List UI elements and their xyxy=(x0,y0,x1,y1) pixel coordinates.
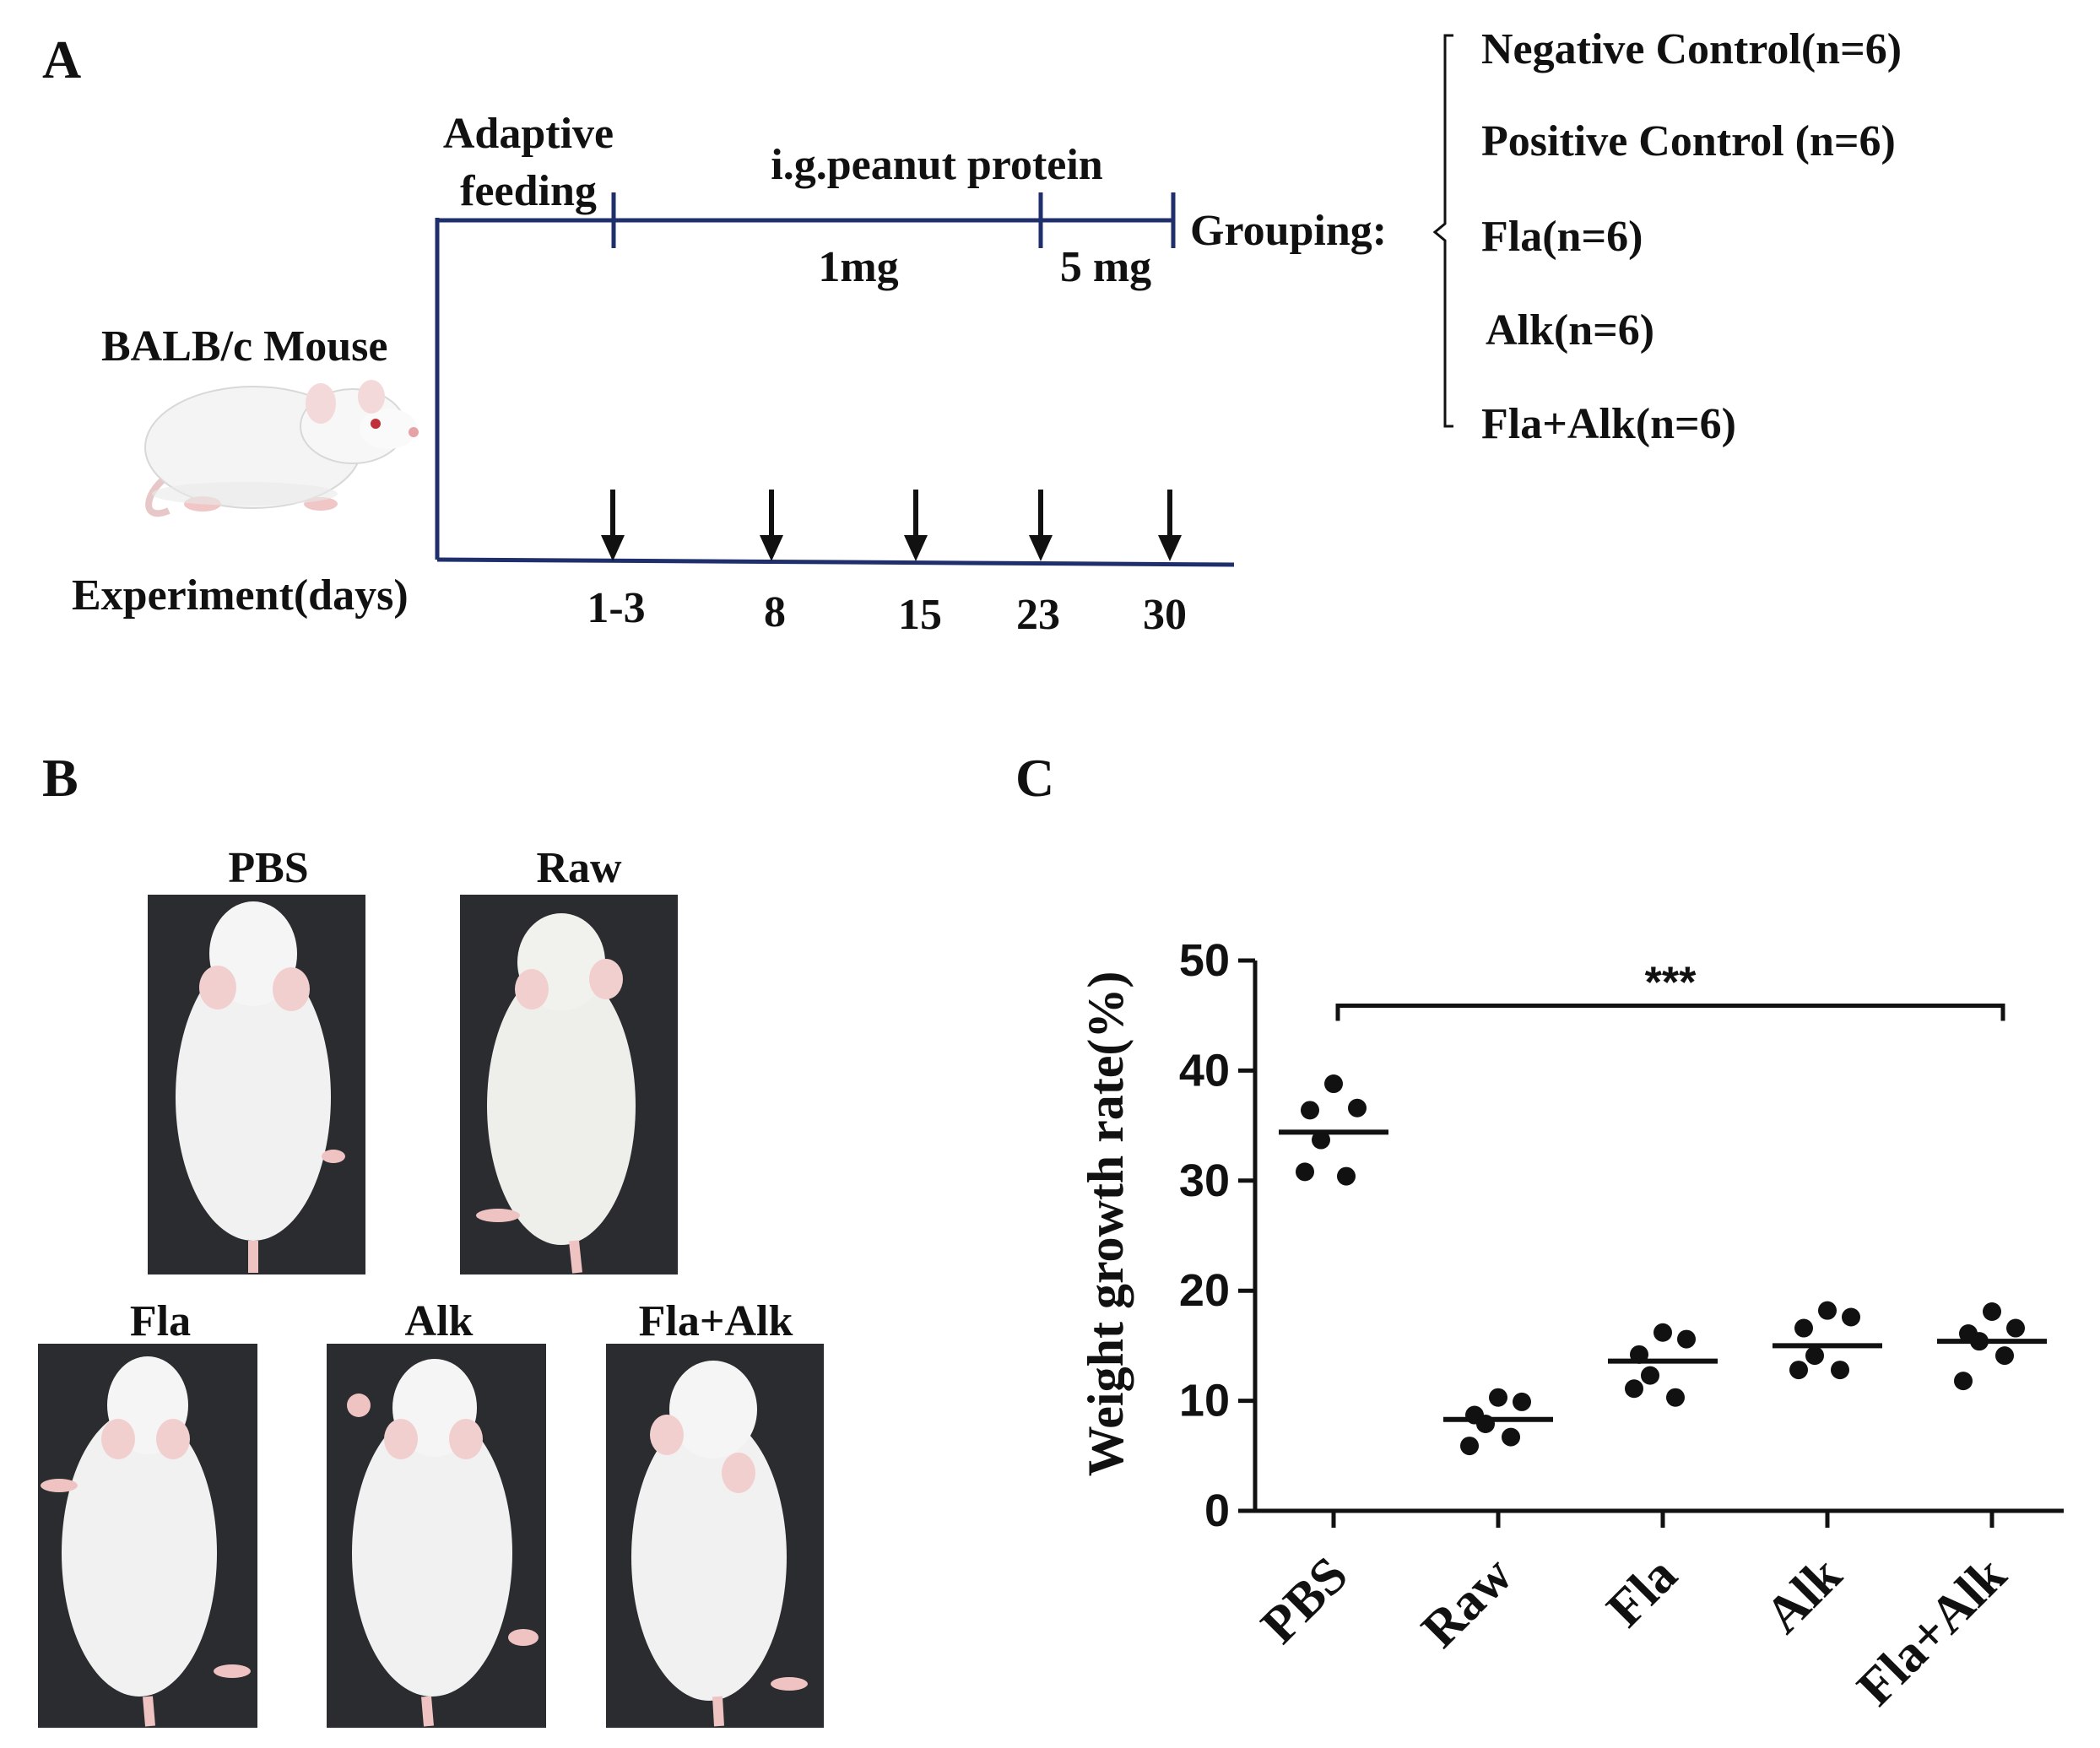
data-point xyxy=(1337,1166,1356,1186)
data-point xyxy=(1502,1427,1520,1447)
data-point xyxy=(1489,1388,1507,1407)
data-point xyxy=(1805,1346,1824,1366)
x-tick-label: PBS xyxy=(1250,1546,1358,1654)
experiment-days-label: Experiment(days) xyxy=(72,571,409,620)
data-point xyxy=(1513,1392,1531,1411)
day-label: 8 xyxy=(764,588,786,636)
data-point xyxy=(1641,1366,1659,1385)
photo-label: Raw xyxy=(536,844,622,892)
arrow-down-icon xyxy=(760,490,783,561)
mouse-illustration xyxy=(144,380,419,517)
data-point xyxy=(2006,1318,2025,1338)
y-tick-label: 30 xyxy=(1179,1155,1230,1206)
day-label: 1-3 xyxy=(587,584,645,632)
x-tick-label: Fla xyxy=(1596,1546,1688,1638)
x-tick-label: Raw xyxy=(1411,1546,1524,1659)
arrow-down-icon xyxy=(1158,490,1182,561)
time-arrows xyxy=(601,490,1182,561)
panel-a-letter: A xyxy=(42,30,81,89)
day-label: 23 xyxy=(1016,591,1060,639)
grouping-label: Grouping: xyxy=(1190,207,1387,255)
mouse-photo xyxy=(327,1344,546,1728)
panel-b: B PBS Raw Fla Alk Fla+Alk xyxy=(38,748,824,1728)
y-tick-label: 40 xyxy=(1179,1045,1230,1096)
data-point xyxy=(1794,1318,1813,1338)
group-label: Negative Control(n=6) xyxy=(1481,25,1902,73)
mouse-photo xyxy=(606,1344,824,1728)
data-point xyxy=(1831,1361,1849,1380)
arrow-down-icon xyxy=(904,490,928,561)
significance-bracket xyxy=(1335,1003,2005,1021)
lower-timeline-line xyxy=(436,557,1235,567)
data-point xyxy=(1666,1388,1685,1407)
y-tick-label: 50 xyxy=(1179,935,1230,986)
data-point xyxy=(1653,1323,1672,1342)
photo-label: Fla xyxy=(130,1297,191,1345)
y-tick-label: 10 xyxy=(1179,1376,1230,1426)
data-point xyxy=(1983,1302,2001,1321)
adaptive-feeding-line1: Adaptive xyxy=(443,110,614,158)
data-point xyxy=(1460,1437,1479,1456)
data-point xyxy=(1312,1130,1330,1150)
dose-1mg-label: 1mg xyxy=(818,243,898,291)
photo-label: PBS xyxy=(228,844,308,892)
arrow-down-icon xyxy=(1029,490,1053,561)
adaptive-feeding-line2: feeding xyxy=(460,167,597,215)
ig-peanut-protein-label: i.g.peanut protein xyxy=(771,141,1103,189)
photo-label: Alk xyxy=(405,1297,474,1345)
x-tick-label: Alk xyxy=(1755,1545,1854,1644)
panel-c-letter: C xyxy=(1015,748,1054,808)
panel-c: C Weight growth rate(%) 0 10 20 30 40 50 PBS Ra… xyxy=(1015,748,2064,1717)
significance-label: *** xyxy=(1645,958,1697,1007)
day-label: 30 xyxy=(1143,591,1187,639)
mouse-strain-label: BALB/c Mouse xyxy=(101,322,387,371)
day-label: 15 xyxy=(898,591,942,639)
data-point xyxy=(1789,1361,1808,1380)
data-point xyxy=(1348,1098,1367,1118)
mouse-photo xyxy=(38,1344,257,1728)
dose-5mg-label: 5 mg xyxy=(1060,243,1151,291)
x-tick-label: Fla+Alk xyxy=(1847,1545,2018,1717)
grouping-brace xyxy=(1432,34,1453,428)
photo-label: Fla+Alk xyxy=(639,1297,793,1345)
data-point xyxy=(1995,1346,2014,1366)
data-point xyxy=(1296,1162,1314,1182)
data-point xyxy=(1954,1372,1973,1391)
data-point xyxy=(1625,1379,1643,1399)
group-label: Positive Control (n=6) xyxy=(1481,117,1896,165)
panel-b-letter: B xyxy=(42,748,78,808)
group-label: Fla+Alk(n=6) xyxy=(1481,400,1736,448)
data-point xyxy=(1301,1101,1319,1120)
panel-a: A Adaptive feeding i.g.peanut protein 1m… xyxy=(42,25,1902,639)
arrow-down-icon xyxy=(601,490,625,561)
mouse-photo xyxy=(148,895,365,1274)
data-point xyxy=(1818,1301,1837,1320)
data-point xyxy=(1677,1329,1696,1349)
y-axis-label: Weight growth rate(%) xyxy=(1078,971,1134,1477)
mouse-photo xyxy=(460,895,678,1274)
group-label: Alk(n=6) xyxy=(1486,306,1654,354)
y-tick-label: 20 xyxy=(1179,1265,1230,1316)
group-label: Fla(n=6) xyxy=(1481,213,1643,261)
data-point xyxy=(1842,1307,1860,1327)
timeline-frame xyxy=(435,192,1235,567)
data-point xyxy=(1324,1074,1343,1094)
y-tick-label: 0 xyxy=(1204,1486,1230,1536)
